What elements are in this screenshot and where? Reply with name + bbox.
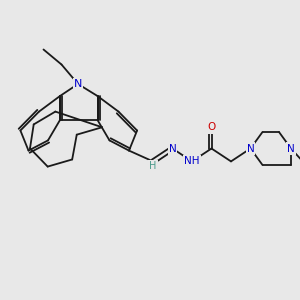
Text: N: N <box>74 79 82 89</box>
Text: N: N <box>287 143 295 154</box>
Text: NH: NH <box>184 156 200 167</box>
Text: N: N <box>247 143 254 154</box>
Text: O: O <box>207 122 216 133</box>
Text: N: N <box>169 143 176 154</box>
Text: H: H <box>149 161 157 171</box>
